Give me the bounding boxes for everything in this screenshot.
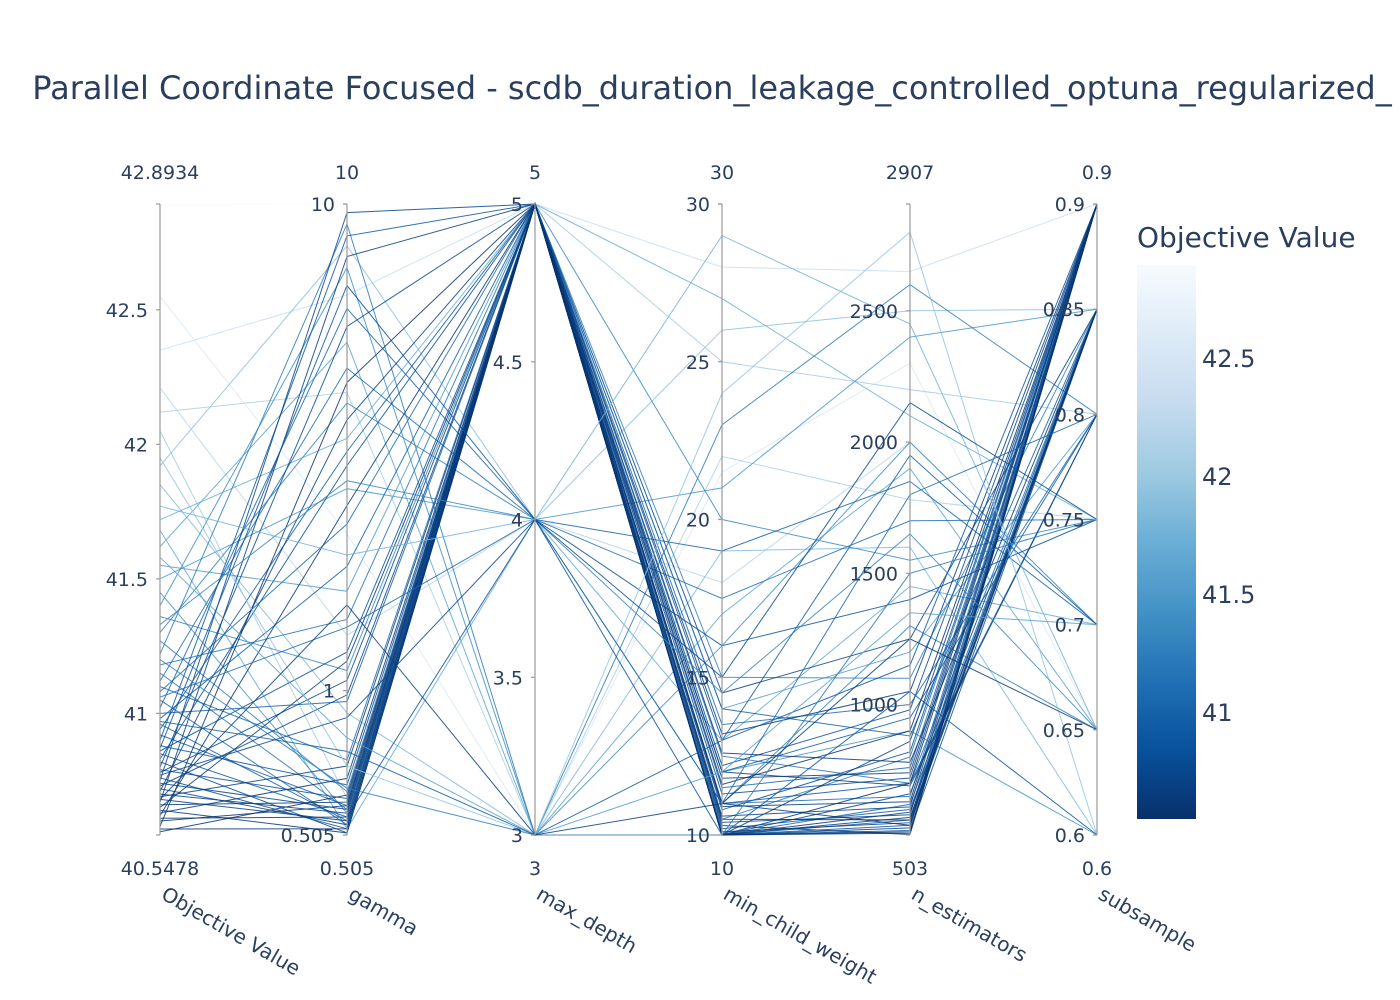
- tick-label: 2500: [850, 301, 898, 323]
- trial-line: [159, 284, 1098, 836]
- trial-line: [159, 234, 1098, 731]
- tick-label: 3.5: [493, 667, 523, 689]
- tick-label: 20: [686, 510, 710, 532]
- tick-label: 2000: [850, 432, 898, 454]
- axis-range-min: 0.505: [320, 858, 374, 880]
- trial-line: [159, 202, 1098, 672]
- trial-line: [159, 202, 1098, 830]
- trial-line: [159, 519, 1098, 836]
- tick-label: 10: [311, 194, 335, 216]
- axis-range-max: 0.9: [1082, 162, 1112, 184]
- trial-line: [159, 203, 1098, 768]
- trial-line: [159, 202, 1098, 826]
- trial-line: [159, 203, 1098, 781]
- tick-label: 1000: [850, 695, 898, 717]
- trial-line: [159, 202, 1098, 737]
- trial-line: [159, 203, 1098, 742]
- trial-line: [159, 454, 1098, 836]
- tick-label: 0.6: [1055, 825, 1085, 847]
- tick-label: 4: [511, 510, 523, 532]
- colorbar-tick-label: 41: [1202, 699, 1233, 727]
- trial-line: [159, 202, 1098, 836]
- trial-line: [159, 231, 1098, 836]
- colorbar-title: Objective Value: [1137, 221, 1356, 254]
- chart-title: Parallel Coordinate Focused - scdb_durat…: [32, 69, 1392, 107]
- axis-title[interactable]: subsample: [1095, 882, 1201, 957]
- tick-label: 42: [124, 434, 148, 456]
- trial-line: [159, 203, 1097, 206]
- tick-label: 30: [686, 194, 710, 216]
- tick-label: 3: [511, 825, 523, 847]
- trial-line: [159, 307, 1098, 709]
- axis-title[interactable]: max_depth: [533, 882, 642, 959]
- tick-label: 1: [323, 681, 335, 703]
- tick-label: 41: [124, 703, 148, 725]
- axis-range-min: 40.5478: [121, 858, 200, 880]
- trial-line: [159, 402, 1098, 776]
- tick-label: 10: [686, 825, 710, 847]
- trial-line: [159, 604, 1098, 836]
- axis-range-min: 0.6: [1082, 858, 1112, 880]
- axis-range-max: 5: [529, 162, 541, 184]
- tick-label: 0.505: [281, 825, 335, 847]
- axis-range-min: 10: [710, 858, 734, 880]
- axis-range-min: 503: [892, 858, 928, 880]
- axis-range-max: 2907: [886, 162, 934, 184]
- axis-title[interactable]: Objective Value: [158, 882, 305, 981]
- axis-title[interactable]: n_estimators: [908, 882, 1032, 967]
- trial-line: [159, 556, 1098, 836]
- tick-label: 0.8: [1055, 404, 1085, 426]
- trial-line: [159, 413, 1098, 805]
- colorbar-tick-label: 42.5: [1202, 345, 1255, 373]
- tick-label: 25: [686, 352, 710, 374]
- trial-line: [159, 367, 1098, 682]
- tick-label: 1500: [850, 563, 898, 585]
- trial-line: [159, 245, 1098, 521]
- trial-line: [159, 203, 1098, 803]
- trial-line: [159, 296, 1098, 837]
- trial-line: [159, 391, 1098, 837]
- trial-line: [159, 203, 1098, 521]
- axis-range-max: 10: [335, 162, 359, 184]
- trial-line: [159, 203, 1098, 800]
- trial-line: [159, 203, 1098, 351]
- axis-title[interactable]: gamma: [345, 882, 423, 941]
- tick-label: 4.5: [493, 352, 523, 374]
- tick-label: 0.85: [1043, 299, 1085, 321]
- trial-line: [159, 518, 1098, 818]
- colorbar-tick-label: 41.5: [1202, 581, 1255, 609]
- trial-line: [159, 266, 1098, 836]
- colorbar-ticks: 41 41.5 42 42.5: [1202, 345, 1255, 727]
- trial-line: [159, 202, 1098, 726]
- trial-line: [159, 341, 1098, 836]
- trial-line: [159, 202, 1098, 826]
- colorbar-gradient: [1137, 265, 1196, 819]
- tick-label: 0.9: [1055, 194, 1085, 216]
- tick-label: 0.7: [1055, 615, 1085, 637]
- colorbar: Objective Value 41 41.5 42 42.5: [1137, 221, 1356, 819]
- trial-line: [159, 480, 1098, 731]
- trial-line: [159, 202, 1098, 833]
- tick-label: 15: [686, 667, 710, 689]
- trial-line: [159, 484, 1098, 836]
- tick-label: 0.75: [1043, 510, 1085, 532]
- trial-lines: [159, 202, 1098, 837]
- axis-range-max: 42.8934: [121, 162, 200, 184]
- trial-line: [159, 203, 1098, 827]
- tick-label: 0.65: [1043, 720, 1085, 742]
- axis-title[interactable]: min_child_weight: [720, 882, 882, 989]
- tick-label: 42.5: [106, 300, 148, 322]
- trial-line: [159, 202, 1098, 798]
- trial-line: [159, 222, 1098, 837]
- tick-label: 5: [511, 194, 523, 216]
- axis-range-max: 30: [710, 162, 734, 184]
- colorbar-tick-label: 42: [1202, 463, 1233, 491]
- tick-label: 41.5: [106, 569, 148, 591]
- axis-range-min: 3: [529, 858, 541, 880]
